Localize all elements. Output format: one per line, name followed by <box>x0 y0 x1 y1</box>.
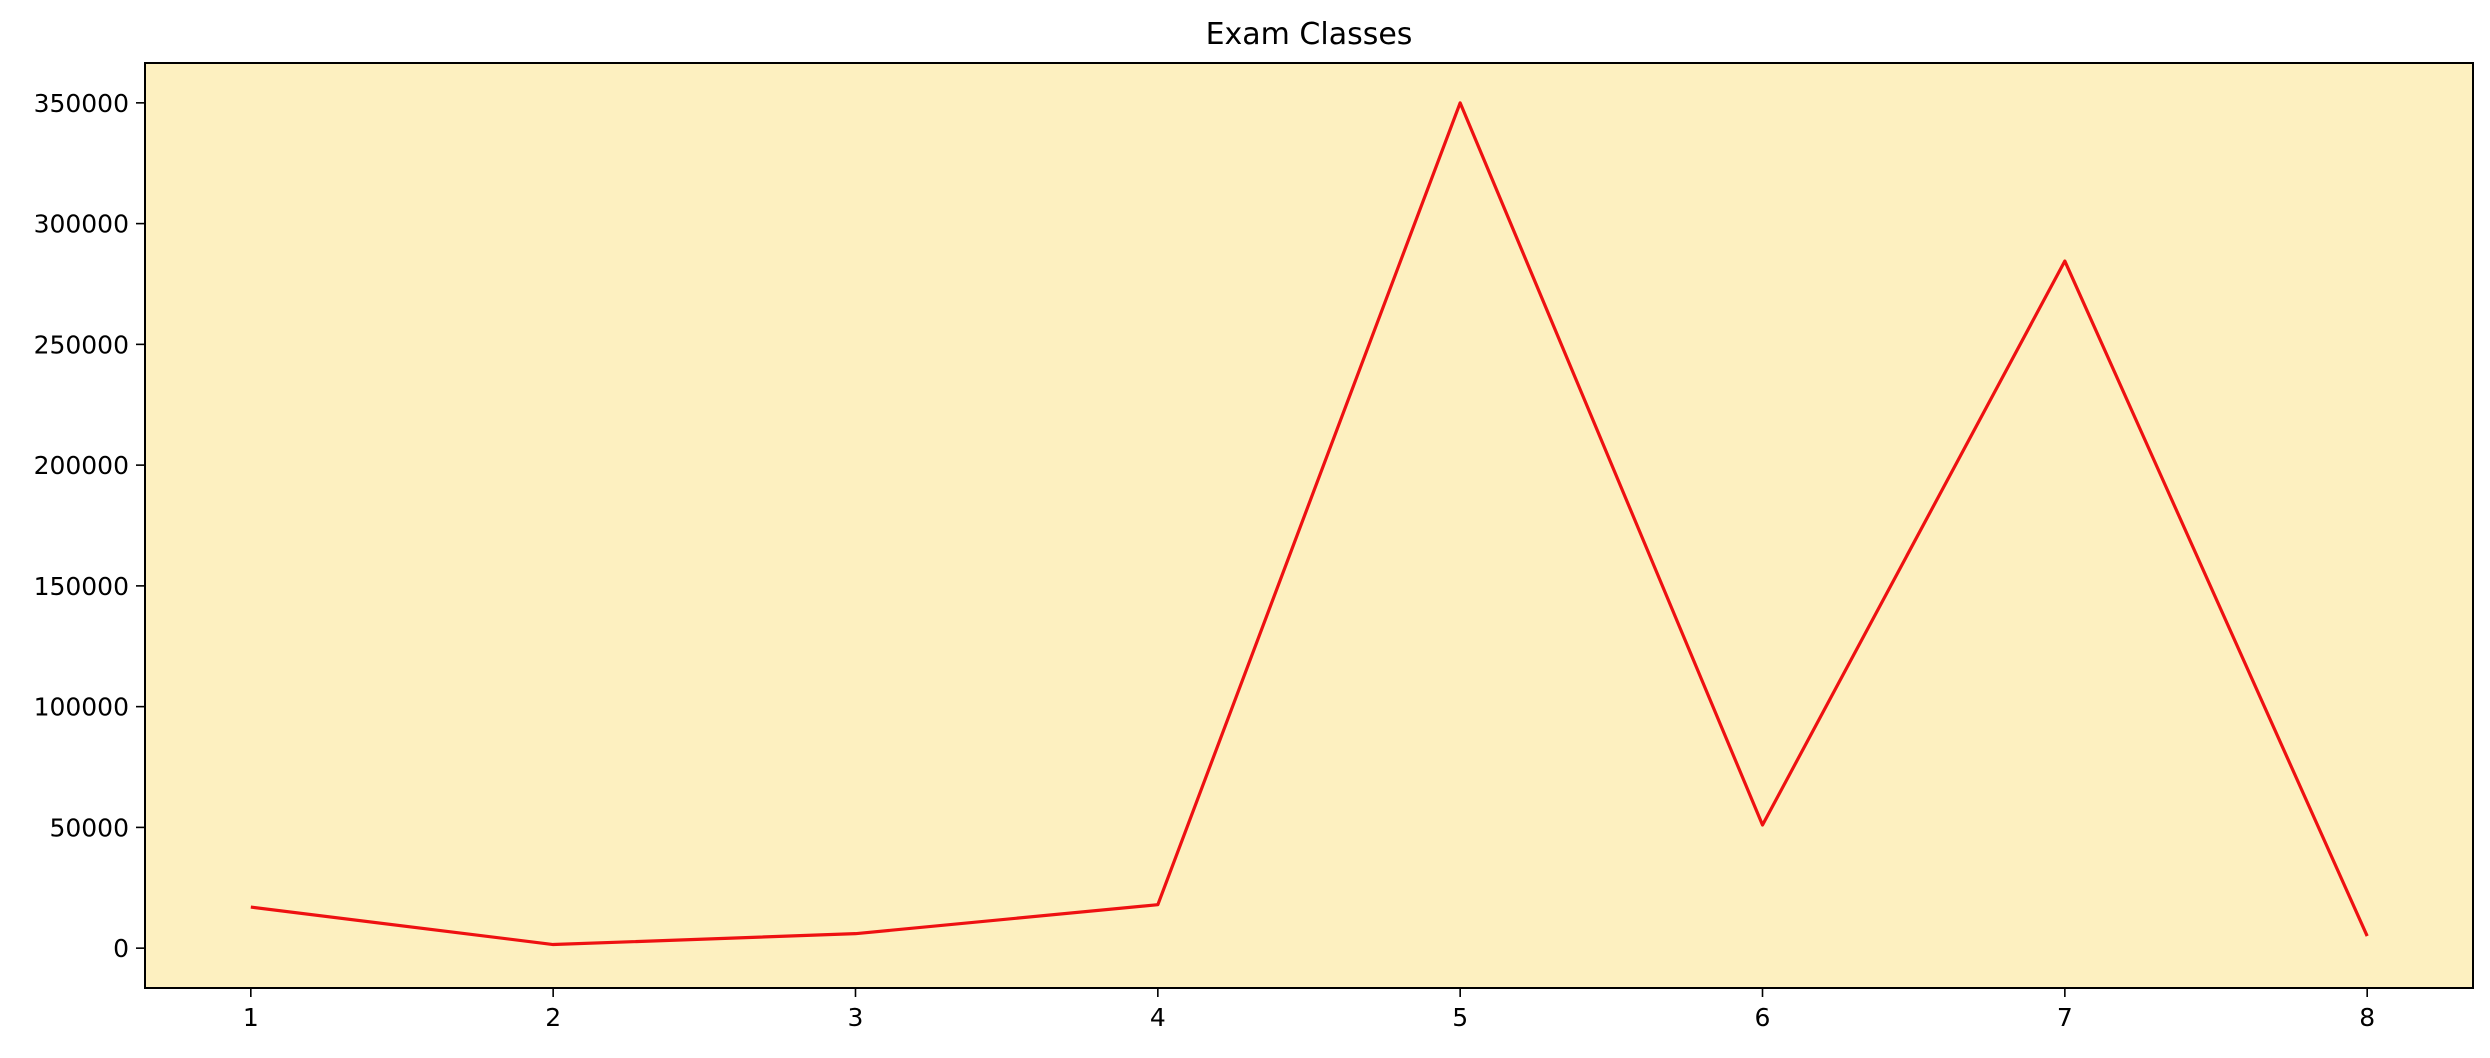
y-tick-label: 100000 <box>34 693 129 722</box>
y-tick-label: 250000 <box>34 330 129 359</box>
y-tick-label: 50000 <box>49 813 129 842</box>
plot-frame <box>144 62 2474 989</box>
x-tick-label: 5 <box>1452 1003 1468 1032</box>
x-tick-label: 8 <box>2359 1003 2375 1032</box>
y-tick-label: 0 <box>113 934 129 963</box>
chart-title: Exam Classes <box>1206 17 1413 52</box>
x-tick-label: 6 <box>1755 1003 1771 1032</box>
series-line-1 <box>250 101 2369 947</box>
plot-area <box>145 63 2473 988</box>
series-layer <box>250 101 2369 947</box>
x-tick-label: 3 <box>848 1003 864 1032</box>
y-tick-label: 300000 <box>34 210 129 239</box>
y-tick-label: 350000 <box>34 89 129 118</box>
x-tick-label: 4 <box>1150 1003 1166 1032</box>
y-tick-label: 150000 <box>34 572 129 601</box>
x-tick-label: 2 <box>545 1003 561 1032</box>
x-tick-label: 1 <box>243 1003 259 1032</box>
x-axis: 1 2 3 4 5 6 7 8 <box>243 988 2375 1032</box>
y-tick-label: 200000 <box>34 451 129 480</box>
x-tick-label: 7 <box>2057 1003 2073 1032</box>
y-axis: 0 50000 100000 150000 200000 250000 300000 3500… <box>34 89 145 963</box>
